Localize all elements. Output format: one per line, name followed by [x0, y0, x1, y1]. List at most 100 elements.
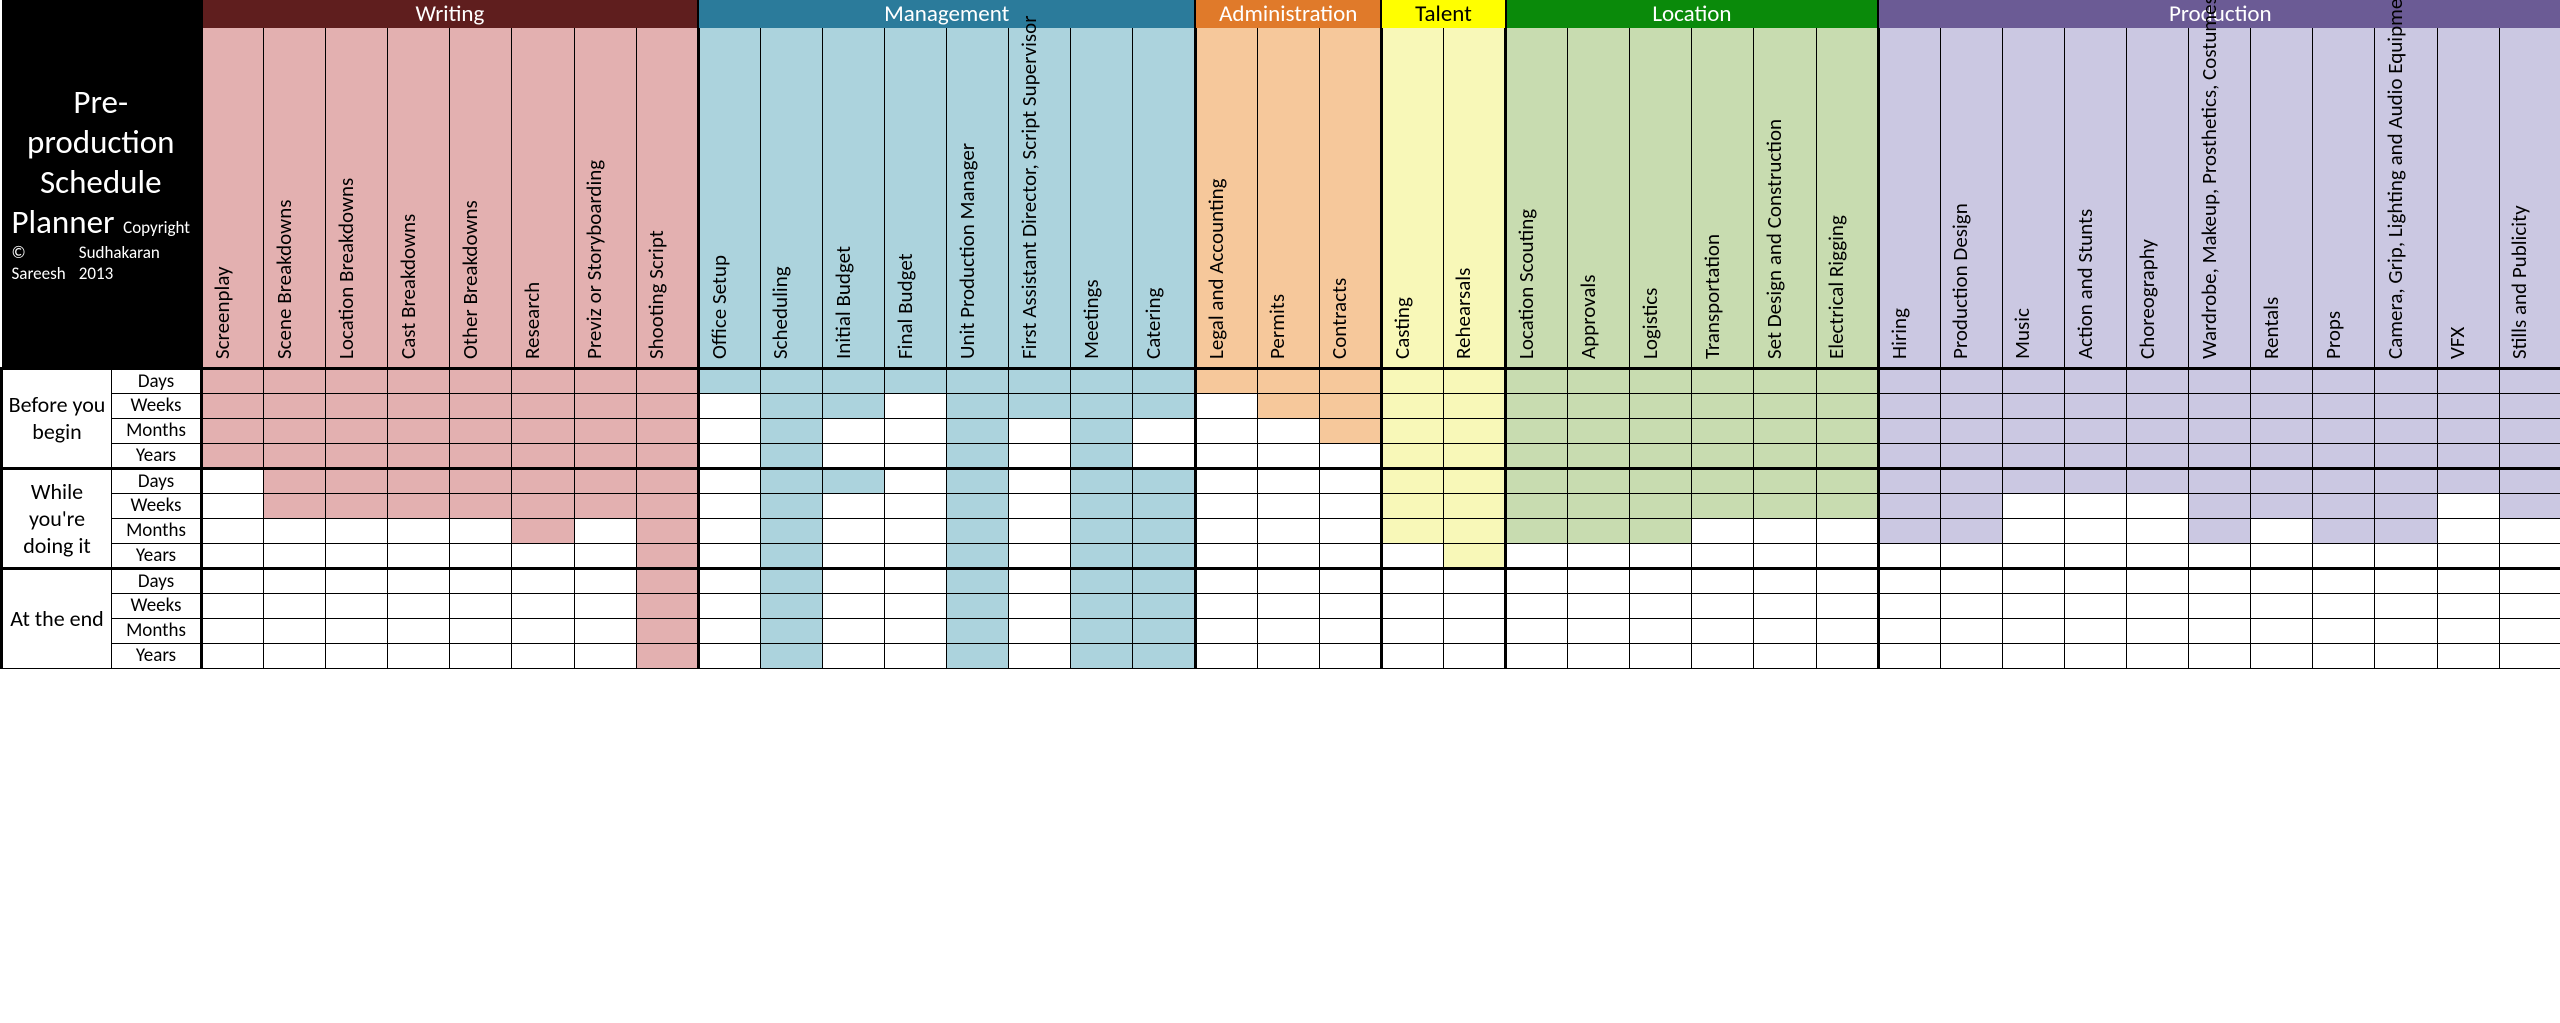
data-cell — [1319, 468, 1381, 493]
data-cell — [760, 543, 822, 568]
data-cell — [1257, 443, 1319, 468]
data-cell — [2437, 368, 2499, 393]
data-cell — [1319, 618, 1381, 643]
data-cell — [2127, 393, 2189, 418]
data-cell — [698, 468, 760, 493]
data-cell — [1754, 643, 1816, 668]
data-cell — [1754, 493, 1816, 518]
category-label: Administration — [1219, 0, 1357, 28]
data-cell — [450, 618, 512, 643]
data-cell — [1195, 493, 1257, 518]
data-cell — [2189, 393, 2251, 418]
data-cell — [1754, 393, 1816, 418]
data-cell — [202, 543, 264, 568]
data-cell — [2002, 618, 2064, 643]
column-header: Meetings — [1071, 28, 1133, 368]
data-cell — [1195, 643, 1257, 668]
data-cell — [2251, 593, 2313, 618]
data-cell — [1816, 518, 1878, 543]
data-cell — [2189, 518, 2251, 543]
column-header: Location Scouting — [1506, 28, 1568, 368]
data-cell — [1754, 543, 1816, 568]
column-label: Approvals — [1578, 274, 1599, 358]
data-cell — [1568, 443, 1630, 468]
column-header: Production Design — [1940, 28, 2002, 368]
data-cell — [885, 568, 947, 593]
data-cell — [1133, 518, 1195, 543]
title-block: Pre-productionSchedulePlannerCopyright© … — [2, 0, 202, 368]
column-header: Electrical Rigging — [1816, 28, 1878, 368]
data-cell — [1506, 393, 1568, 418]
data-cell — [1071, 593, 1133, 618]
data-cell — [2437, 618, 2499, 643]
data-cell — [1381, 543, 1443, 568]
data-cell — [2375, 643, 2437, 668]
data-cell — [2313, 468, 2375, 493]
column-label: Unit Production Manager — [957, 142, 978, 358]
data-cell — [1506, 368, 1568, 393]
data-cell — [1443, 593, 1505, 618]
data-cell — [2313, 443, 2375, 468]
data-cell — [1009, 393, 1071, 418]
data-cell — [264, 618, 326, 643]
data-cell — [1195, 443, 1257, 468]
data-cell — [2065, 443, 2127, 468]
column-label: Research — [522, 281, 543, 358]
column-label: Meetings — [1081, 279, 1102, 359]
column-header: Choreography — [2127, 28, 2189, 368]
data-cell — [1133, 618, 1195, 643]
column-label: Previz or Storyboarding — [584, 159, 605, 358]
data-cell — [1692, 443, 1754, 468]
copyright-rest: Sudhakaran 2013 — [79, 242, 190, 284]
data-cell — [1568, 393, 1630, 418]
data-cell — [1568, 468, 1630, 493]
data-cell — [1443, 568, 1505, 593]
data-cell — [326, 593, 388, 618]
column-label: Casting — [1392, 297, 1413, 359]
time-text: Months — [126, 519, 186, 542]
column-label: Office Setup — [709, 254, 730, 358]
data-cell — [2375, 568, 2437, 593]
data-cell — [823, 493, 885, 518]
time-label: Days — [112, 468, 202, 493]
data-cell — [1692, 568, 1754, 593]
data-cell — [1071, 393, 1133, 418]
data-cell — [2189, 543, 2251, 568]
data-cell — [512, 393, 574, 418]
data-cell — [636, 543, 698, 568]
data-cell — [1692, 418, 1754, 443]
column-label: Cast Breakdowns — [398, 213, 419, 358]
data-cell — [326, 493, 388, 518]
data-cell — [326, 393, 388, 418]
data-cell — [760, 593, 822, 618]
data-cell — [2499, 393, 2560, 418]
data-cell — [2375, 618, 2437, 643]
data-cell — [264, 493, 326, 518]
data-cell — [1630, 368, 1692, 393]
data-cell — [1195, 368, 1257, 393]
data-cell — [388, 593, 450, 618]
column-header: Location Breakdowns — [326, 28, 388, 368]
data-cell — [2189, 618, 2251, 643]
column-label: Other Breakdowns — [460, 200, 481, 359]
data-cell — [1878, 543, 1940, 568]
time-label: Months — [112, 618, 202, 643]
data-cell — [1195, 393, 1257, 418]
data-cell — [823, 468, 885, 493]
column-label: Action and Stunts — [2075, 208, 2096, 358]
data-cell — [326, 518, 388, 543]
column-label: Catering — [1143, 287, 1164, 358]
data-cell — [947, 368, 1009, 393]
column-header: Camera, Grip, Lighting and Audio Equipme… — [2375, 28, 2437, 368]
data-cell — [574, 568, 636, 593]
data-cell — [388, 368, 450, 393]
category-header: Location — [1506, 0, 1879, 28]
data-cell — [2065, 393, 2127, 418]
data-cell — [947, 643, 1009, 668]
data-cell — [1568, 593, 1630, 618]
time-text: Weeks — [130, 594, 181, 617]
data-cell — [2251, 618, 2313, 643]
data-cell — [2313, 618, 2375, 643]
data-cell — [2065, 368, 2127, 393]
data-cell — [2499, 543, 2560, 568]
